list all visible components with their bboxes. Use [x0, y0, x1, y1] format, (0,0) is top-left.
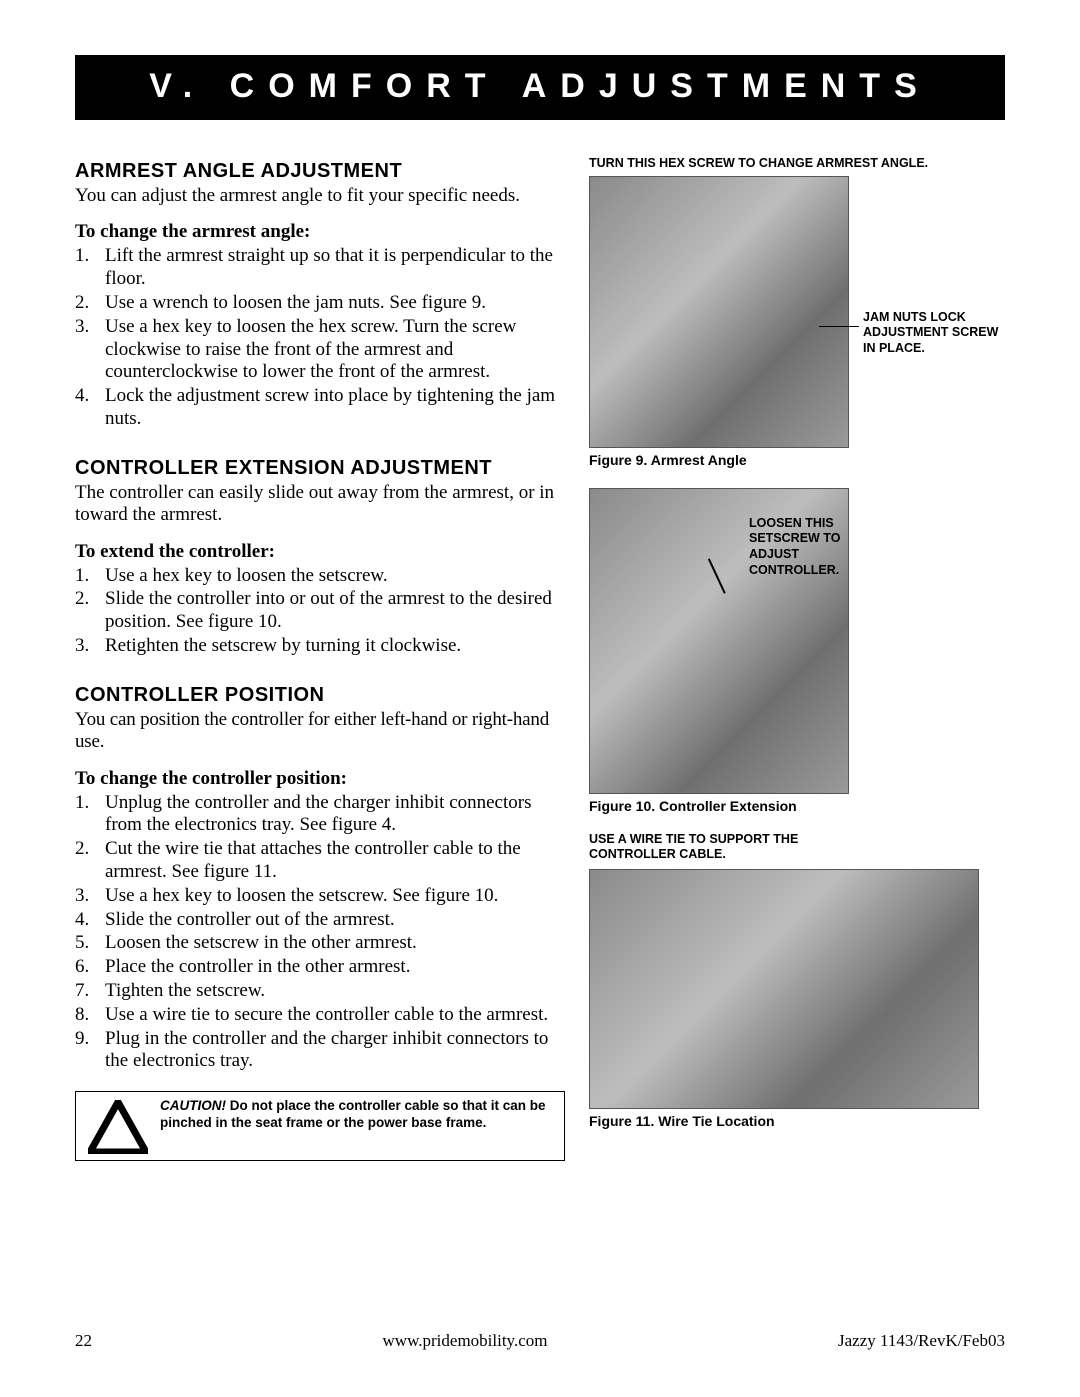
figure-11-caption: Figure 11. Wire Tie Location — [589, 1113, 1005, 1129]
steps-armrest-angle: Lift the armrest straight up so that it … — [75, 245, 565, 430]
right-column: TURN THIS HEX SCREW TO CHANGE ARMREST AN… — [589, 156, 1005, 1161]
step-item: Use a hex key to loosen the setscrew. — [75, 565, 565, 588]
fig9-top-callout: TURN THIS HEX SCREW TO CHANGE ARMREST AN… — [589, 156, 1005, 172]
step-item: Slide the controller out of the armrest. — [75, 909, 565, 932]
step-item: Use a hex key to loosen the hex screw. T… — [75, 316, 565, 384]
fig11-top-callout: USE A WIRE TIE TO SUPPORT THE CONTROLLER… — [589, 832, 849, 863]
figure-9: JAM NUTS LOCK ADJUSTMENT SCREW IN PLACE.… — [589, 176, 1005, 468]
step-item: Use a hex key to loosen the setscrew. Se… — [75, 885, 565, 908]
intro-armrest-angle: You can adjust the armrest angle to fit … — [75, 185, 565, 207]
step-item: Cut the wire tie that attaches the contr… — [75, 838, 565, 884]
figure-11: Figure 11. Wire Tie Location — [589, 869, 1005, 1129]
figure-9-caption: Figure 9. Armrest Angle — [589, 452, 1005, 468]
two-column-layout: ARMREST ANGLE ADJUSTMENT You can adjust … — [75, 156, 1005, 1161]
manual-page: V. COMFORT ADJUSTMENTS ARMREST ANGLE ADJ… — [0, 0, 1080, 1397]
caution-box: CAUTION! Do not place the controller cab… — [75, 1091, 565, 1161]
fig9-side-callout: JAM NUTS LOCK ADJUSTMENT SCREW IN PLACE. — [863, 310, 1003, 357]
footer-url: www.pridemobility.com — [383, 1331, 548, 1351]
step-item: Lock the adjustment screw into place by … — [75, 385, 565, 431]
steps-change-position: Unplug the controller and the charger in… — [75, 792, 565, 1074]
caution-triangle-icon — [88, 1100, 148, 1154]
section-banner: V. COMFORT ADJUSTMENTS — [75, 55, 1005, 120]
page-footer: 22 www.pridemobility.com Jazzy 1143/RevK… — [75, 1331, 1005, 1351]
step-item: Loosen the setscrew in the other armrest… — [75, 932, 565, 955]
step-item: Plug in the controller and the charger i… — [75, 1028, 565, 1074]
step-item: Unplug the controller and the charger in… — [75, 792, 565, 838]
heading-controller-position: CONTROLLER POSITION — [75, 684, 565, 707]
subhead-change-position: To change the controller position: — [75, 768, 565, 790]
step-item: Place the controller in the other armres… — [75, 956, 565, 979]
caution-lead: CAUTION! — [160, 1098, 226, 1113]
subhead-extend-controller: To extend the controller: — [75, 541, 565, 563]
fig10-side-callout: LOOSEN THIS SETSCREW TO ADJUST CONTROLLE… — [749, 516, 884, 579]
caution-text: CAUTION! Do not place the controller cab… — [160, 1098, 550, 1132]
step-item: Retighten the setscrew by turning it clo… — [75, 635, 565, 658]
step-item: Use a wire tie to secure the controller … — [75, 1004, 565, 1027]
figure-10-caption: Figure 10. Controller Extension — [589, 798, 1005, 814]
figure-10: LOOSEN THIS SETSCREW TO ADJUST CONTROLLE… — [589, 488, 1005, 814]
intro-controller-position: You can position the controller for eith… — [75, 709, 565, 754]
step-item: Slide the controller into or out of the … — [75, 588, 565, 634]
footer-revision: Jazzy 1143/RevK/Feb03 — [838, 1331, 1005, 1351]
left-column: ARMREST ANGLE ADJUSTMENT You can adjust … — [75, 156, 565, 1161]
heading-controller-extension: CONTROLLER EXTENSION ADJUSTMENT — [75, 457, 565, 480]
figure-11-image — [589, 869, 979, 1109]
subhead-armrest-angle: To change the armrest angle: — [75, 221, 565, 243]
leader-line — [819, 326, 859, 328]
footer-page-number: 22 — [75, 1331, 92, 1351]
step-item: Lift the armrest straight up so that it … — [75, 245, 565, 291]
intro-controller-extension: The controller can easily slide out away… — [75, 482, 565, 527]
step-item: Use a wrench to loosen the jam nuts. See… — [75, 292, 565, 315]
steps-extend-controller: Use a hex key to loosen the setscrew.Sli… — [75, 565, 565, 658]
step-item: Tighten the setscrew. — [75, 980, 565, 1003]
figure-9-image — [589, 176, 849, 448]
heading-armrest-angle: ARMREST ANGLE ADJUSTMENT — [75, 160, 565, 183]
